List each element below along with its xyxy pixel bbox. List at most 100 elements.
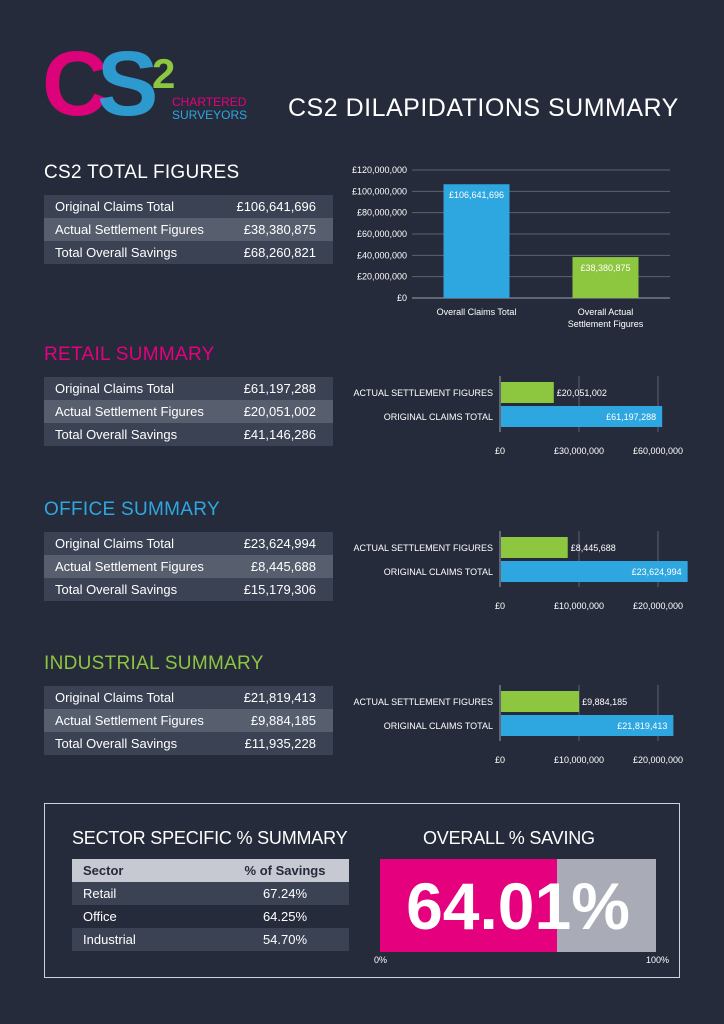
data-label: £106,641,696 xyxy=(449,190,504,200)
total-figures-table: Original Claims Total £106,641,696 Actual… xyxy=(44,195,333,264)
table-header-row: Sector % of Savings xyxy=(72,859,349,882)
industrial-heading: INDUSTRIAL SUMMARY xyxy=(44,653,264,674)
row-value: £20,051,002 xyxy=(243,404,316,419)
x-category-label: Overall Actual xyxy=(578,307,634,317)
sector-pct: 64.25% xyxy=(262,909,308,924)
office-chart: £0 £10,000,000 £20,000,000 ACTUAL SETTLEMEN… xyxy=(353,531,688,611)
row-label: Total Overall Savings xyxy=(55,427,178,442)
row-label: Actual Settlement Figures xyxy=(55,713,204,728)
row-value: £106,641,696 xyxy=(236,199,316,214)
y-category-label: ORIGINAL CLAIMS TOTAL xyxy=(384,412,493,422)
table-row: Actual Settlement Figures £20,051,002 xyxy=(44,400,333,423)
x-tick-label: £0 xyxy=(495,755,505,765)
column-header-savings: % of Savings xyxy=(244,863,326,878)
row-label: Original Claims Total xyxy=(55,690,174,705)
y-tick-label: £100,000,000 xyxy=(352,186,407,196)
overall-saving-heading: OVERALL % SAVING xyxy=(423,828,595,848)
table-row: Total Overall Savings £68,260,821 xyxy=(44,241,333,264)
overall-axis-max: 100% xyxy=(646,955,670,965)
retail-heading: RETAIL SUMMARY xyxy=(44,344,215,365)
table-row: Original Claims Total £106,641,696 xyxy=(44,195,333,218)
table-row: Total Overall Savings £15,179,306 xyxy=(44,578,333,601)
bar xyxy=(501,406,663,427)
table-row: Office 64.25% xyxy=(72,905,349,928)
row-label: Original Claims Total xyxy=(55,381,174,396)
row-value: £68,260,821 xyxy=(243,245,316,260)
row-label: Total Overall Savings xyxy=(55,245,178,260)
x-tick-label: £60,000,000 xyxy=(633,446,683,456)
x-tick-label: £30,000,000 xyxy=(554,446,604,456)
overall-saving-bar: 64.01% xyxy=(380,859,656,952)
office-heading: OFFICE SUMMARY xyxy=(44,499,220,520)
bar xyxy=(501,537,568,558)
data-label: £23,624,994 xyxy=(632,567,682,577)
table-row: Actual Settlement Figures £38,380,875 xyxy=(44,218,333,241)
sector-savings-table: Sector % of Savings Retail 67.24% Office… xyxy=(72,859,349,951)
row-label: Total Overall Savings xyxy=(55,736,178,751)
x-tick-label: £10,000,000 xyxy=(554,755,604,765)
row-value: £21,819,413 xyxy=(243,690,316,705)
sector-name: Industrial xyxy=(83,932,136,947)
logo-line-chartered: CHARTERED xyxy=(172,95,247,109)
total-claims-chart: £0 £20,000,000 £40,000,000 £60,000,000 £80,0… xyxy=(352,165,670,329)
y-tick-label: £40,000,000 xyxy=(357,250,407,260)
sector-pct: 67.24% xyxy=(262,886,308,901)
row-value: £38,380,875 xyxy=(243,222,316,237)
row-label: Original Claims Total xyxy=(55,199,174,214)
y-category-label: ACTUAL SETTLEMENT FIGURES xyxy=(353,543,493,553)
retail-chart: £0 £30,000,000 £60,000,000 ACTUAL SETTLEMEN… xyxy=(353,376,683,456)
logo-line-surveyors: SURVEYORS xyxy=(172,108,247,122)
row-value: £41,146,286 xyxy=(243,427,316,442)
page-title: CS2 DILAPIDATIONS SUMMARY xyxy=(288,94,679,122)
cs2-logo: C S 2 CHARTERED SURVEYORS xyxy=(42,33,252,135)
row-label: Original Claims Total xyxy=(55,536,174,551)
y-tick-label: £60,000,000 xyxy=(357,229,407,239)
y-tick-label: £80,000,000 xyxy=(357,208,407,218)
industrial-chart: £0 £10,000,000 £20,000,000 ACTUAL SETTLEMEN… xyxy=(353,685,683,765)
bar xyxy=(501,715,674,736)
sector-name: Retail xyxy=(83,886,117,901)
overall-saving-fill xyxy=(380,859,557,952)
logo-superscript: 2 xyxy=(152,50,175,97)
row-label: Actual Settlement Figures xyxy=(55,404,204,419)
data-label: £8,445,688 xyxy=(571,543,616,553)
sector-summary-heading: SECTOR SPECIFIC % SUMMARY xyxy=(72,828,348,848)
overall-saving-value: 64.01% xyxy=(406,869,630,943)
y-tick-label: £20,000,000 xyxy=(357,272,407,282)
row-value: £11,935,228 xyxy=(244,736,316,751)
bar xyxy=(501,691,580,712)
data-label: £20,051,002 xyxy=(557,388,607,398)
total-heading: CS2 TOTAL FIGURES xyxy=(44,162,240,183)
table-row: Industrial 54.70% xyxy=(72,928,349,951)
row-label: Total Overall Savings xyxy=(55,582,178,597)
y-tick-label: £120,000,000 xyxy=(352,165,407,175)
x-tick-label: £20,000,000 xyxy=(633,755,683,765)
table-row: Retail 67.24% xyxy=(72,882,349,905)
row-label: Actual Settlement Figures xyxy=(55,559,204,574)
row-label: Actual Settlement Figures xyxy=(55,222,204,237)
y-tick-label: £0 xyxy=(397,293,407,303)
data-label: £38,380,875 xyxy=(580,263,630,273)
table-row: Original Claims Total £61,197,288 xyxy=(44,377,333,400)
industrial-figures-table: Original Claims Total £21,819,413 Actual … xyxy=(44,686,333,755)
percentage-summary-panel xyxy=(44,803,680,978)
bar xyxy=(443,184,510,298)
bar xyxy=(501,382,554,403)
y-category-label: ACTUAL SETTLEMENT FIGURES xyxy=(353,697,493,707)
row-value: £9,884,185 xyxy=(250,713,316,728)
column-header-sector: Sector xyxy=(83,863,124,878)
data-label: £9,884,185 xyxy=(582,697,627,707)
y-category-label: ACTUAL SETTLEMENT FIGURES xyxy=(353,388,493,398)
y-category-label: ORIGINAL CLAIMS TOTAL xyxy=(384,567,493,577)
cs2-logo-graphic: C S 2 CHARTERED SURVEYORS xyxy=(42,33,247,135)
x-tick-label: £20,000,000 xyxy=(633,601,683,611)
y-category-label: ORIGINAL CLAIMS TOTAL xyxy=(384,721,493,731)
table-row: Total Overall Savings £41,146,286 xyxy=(44,423,333,446)
x-category-label: Overall Claims Total xyxy=(437,307,517,317)
row-value: £61,197,288 xyxy=(243,381,316,396)
row-value: £8,445,688 xyxy=(250,559,316,574)
table-row: Original Claims Total £23,624,994 xyxy=(44,532,333,555)
x-tick-label: £10,000,000 xyxy=(554,601,604,611)
x-tick-label: £0 xyxy=(495,446,505,456)
row-value: £23,624,994 xyxy=(243,536,316,551)
